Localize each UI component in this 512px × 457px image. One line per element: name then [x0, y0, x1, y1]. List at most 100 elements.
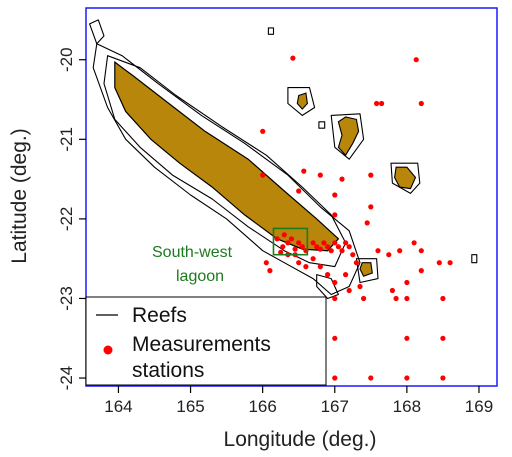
legend-reef-label: Reefs	[132, 304, 187, 327]
station-point	[325, 244, 331, 250]
station-point	[317, 172, 323, 178]
station-point	[418, 268, 424, 274]
reef-outline-north-tip	[89, 19, 105, 45]
reef-outline-inner-reef	[103, 55, 347, 268]
station-point	[353, 260, 359, 266]
station-point	[288, 236, 295, 242]
station-point	[418, 100, 424, 107]
station-point	[447, 260, 453, 266]
station-point	[393, 295, 399, 302]
x-tick-label: 169	[465, 397, 493, 416]
reef-outline-walpole	[471, 254, 478, 264]
station-point	[296, 240, 302, 246]
station-point	[317, 264, 323, 270]
y-tick-label: -21	[57, 127, 76, 152]
x-tick-label: 168	[393, 397, 421, 416]
island-mare	[394, 166, 417, 190]
island-lifou	[337, 116, 360, 157]
legend-box	[85, 296, 327, 386]
y-tick-label: -23	[57, 286, 76, 311]
island-pines	[359, 262, 373, 277]
station-point	[404, 335, 410, 341]
station-point	[339, 248, 345, 254]
station-point	[404, 375, 410, 381]
reef-outline-lifou-reef	[330, 113, 365, 160]
reef-outline-lagoon-south	[316, 274, 339, 300]
station-point	[260, 172, 266, 178]
station-point	[290, 55, 296, 61]
station-point	[357, 283, 363, 290]
island-ouvea	[296, 92, 308, 110]
station-point	[379, 100, 385, 107]
station-point	[332, 295, 338, 302]
station-point	[418, 248, 424, 254]
station-point	[404, 279, 410, 286]
station-point	[285, 240, 291, 246]
station-point	[386, 252, 392, 258]
station-point	[346, 287, 352, 294]
reef-outline-mare-reef	[390, 162, 421, 194]
reef-outline-pines-reef	[355, 258, 379, 284]
reef-outline-main-barrier	[92, 43, 361, 296]
station-point	[310, 240, 316, 246]
station-point	[278, 249, 284, 255]
station-point	[281, 232, 287, 238]
station-point	[328, 248, 334, 254]
x-tick-label: 167	[321, 397, 349, 416]
mainland-grande-terre	[114, 60, 340, 252]
station-point	[274, 236, 280, 242]
station-point	[299, 244, 305, 250]
station-point	[260, 128, 266, 134]
station-point	[361, 295, 367, 302]
station-point	[436, 260, 442, 266]
station-point	[389, 287, 395, 294]
station-point	[343, 272, 349, 278]
station-point	[280, 244, 286, 250]
station-point	[310, 256, 316, 262]
lagoon-label: lagoon	[176, 268, 224, 285]
station-point	[321, 240, 327, 246]
station-point	[263, 260, 269, 266]
station-point	[440, 295, 446, 302]
station-point	[267, 268, 273, 274]
station-point	[332, 192, 338, 198]
x-tick-label: 165	[176, 397, 204, 416]
x-axis-title: Longitude (deg.)	[224, 428, 377, 451]
station-point	[397, 248, 403, 254]
legend-stations-label-line2: stations	[132, 359, 204, 382]
station-point	[375, 248, 381, 254]
station-point	[332, 212, 338, 218]
station-point	[317, 246, 323, 252]
station-point	[368, 375, 374, 381]
station-point	[404, 295, 410, 302]
station-point	[350, 252, 356, 258]
station-point	[368, 172, 374, 178]
station-point	[368, 204, 374, 210]
station-point	[440, 335, 446, 341]
y-axis-title: Latitude (deg.)	[8, 128, 31, 263]
plot-frame	[85, 7, 498, 387]
x-tick-label: 166	[248, 397, 276, 416]
station-point	[364, 220, 370, 226]
south-west-lagoon-label: South-west	[152, 244, 233, 261]
station-point	[296, 260, 302, 266]
station-point	[346, 244, 352, 250]
y-tick-label: -22	[57, 207, 76, 232]
station-point	[296, 188, 302, 194]
plot-content	[89, 19, 478, 381]
station-point	[411, 240, 417, 246]
station-point	[332, 279, 338, 286]
station-point	[325, 272, 331, 278]
y-tick-label: -24	[57, 366, 76, 391]
station-point	[332, 375, 338, 381]
station-point	[440, 375, 446, 381]
station-point	[292, 246, 298, 252]
legend-station-swatch	[103, 345, 113, 355]
reef-outline-north-islet	[267, 27, 275, 35]
station-point	[413, 57, 419, 63]
station-point	[343, 240, 349, 246]
station-point	[301, 168, 307, 174]
legend-stations-label-line1: Measurements	[132, 333, 271, 356]
station-point	[339, 176, 345, 182]
